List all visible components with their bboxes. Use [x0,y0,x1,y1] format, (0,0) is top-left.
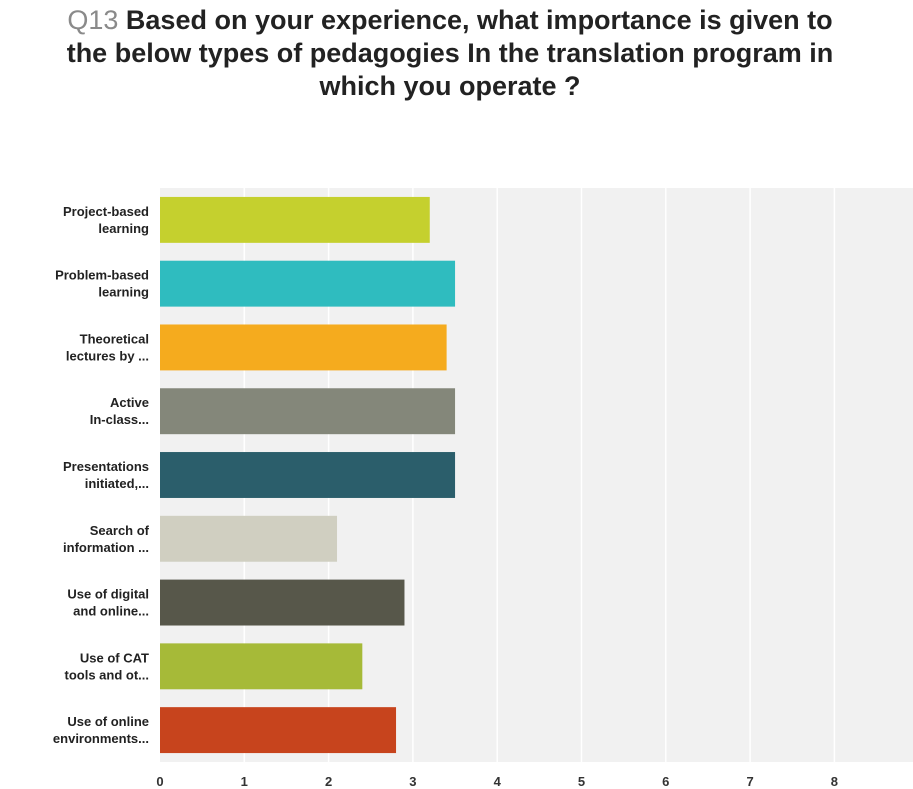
chart-title: Q13 Based on your experience, what impor… [60,4,840,103]
x-tick-label: 1 [241,774,248,789]
category-label: Active In-class... [90,395,149,427]
x-tick-label: 8 [831,774,838,789]
category-label: Search of information ... [63,523,150,555]
bar [160,643,363,690]
category-label: Use of online environments... [53,714,149,746]
x-tick-label: 2 [325,774,332,789]
x-tick-label: 4 [494,774,502,789]
x-tick-label: 0 [156,774,163,789]
question-text: Based on your experience, what importanc… [66,5,834,101]
category-label: Use of digital and online... [67,587,149,619]
category-label: Presentations initiated,... [63,459,149,491]
category-label: Project-based learning [63,204,149,236]
x-tick-label: 3 [409,774,416,789]
bar [160,707,397,754]
x-tick-label: 5 [578,774,585,789]
bar [160,196,430,243]
bar [160,324,447,371]
category-label: Problem-based learning [55,268,149,300]
bar [160,579,405,626]
category-label: Use of CAT tools and ot... [65,650,150,682]
question-number: Q13 [67,5,119,35]
bar [160,260,456,307]
x-tick-label: 6 [662,774,669,789]
bar [160,388,456,435]
category-label: Theoretical lectures by ... [66,331,149,363]
x-tick-label: 7 [746,774,753,789]
bar [160,515,338,562]
bar [160,452,456,498]
